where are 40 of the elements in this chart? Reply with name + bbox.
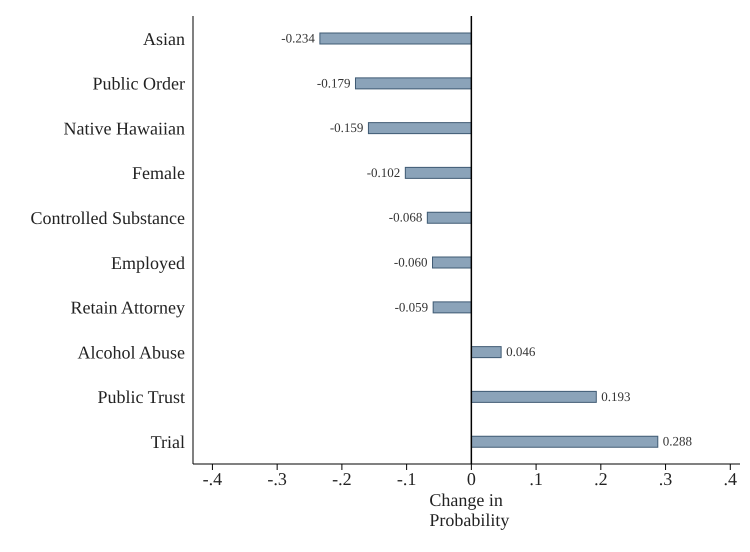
bar xyxy=(470,436,658,448)
x-tick-label: .3 xyxy=(658,468,672,489)
x-tick-label: 0 xyxy=(466,468,476,489)
bar xyxy=(432,256,472,269)
x-tick-label: .2 xyxy=(594,468,608,489)
bar xyxy=(470,346,502,358)
x-tick-label: -.4 xyxy=(202,468,222,489)
data-label: -0.234 xyxy=(281,30,316,46)
y-tick-label: Employed xyxy=(111,252,185,273)
y-tick-label: Trial xyxy=(150,432,185,452)
x-tick-label: -.3 xyxy=(267,468,287,489)
data-label: -0.159 xyxy=(330,120,364,136)
data-label: -0.060 xyxy=(394,254,428,270)
x-tick-label: .4 xyxy=(724,468,738,489)
y-tick-label: Retain Attorney xyxy=(70,298,185,318)
data-label: -0.068 xyxy=(388,210,422,225)
data-label: -0.179 xyxy=(316,75,350,90)
bar xyxy=(470,390,597,403)
data-label: 0.046 xyxy=(506,344,536,360)
y-tick-label: Female xyxy=(132,163,186,184)
x-tick-label: -.2 xyxy=(332,468,352,489)
y-tick-label: Controlled Substance xyxy=(30,208,186,228)
data-label: -0.102 xyxy=(366,164,400,180)
bar xyxy=(432,301,472,314)
y-tick-label: Alcohol Abuse xyxy=(78,342,185,362)
bar xyxy=(319,32,472,45)
data-label: -0.059 xyxy=(394,299,428,314)
bar xyxy=(426,212,472,224)
bar xyxy=(404,166,472,179)
y-tick-label: Public Order xyxy=(92,74,185,94)
y-tick-label: Public Trust xyxy=(97,387,185,408)
x-axis-title: Change in Probability xyxy=(429,490,510,530)
data-label: 0.193 xyxy=(601,388,631,404)
bar xyxy=(368,122,472,134)
x-tick-label: .1 xyxy=(529,468,543,489)
data-label: 0.288 xyxy=(662,434,692,449)
y-tick-label: Native Hawaiian xyxy=(64,118,185,138)
bar xyxy=(354,77,472,90)
y-tick-label: Asian xyxy=(143,28,185,49)
x-tick-label: -.1 xyxy=(396,468,416,489)
